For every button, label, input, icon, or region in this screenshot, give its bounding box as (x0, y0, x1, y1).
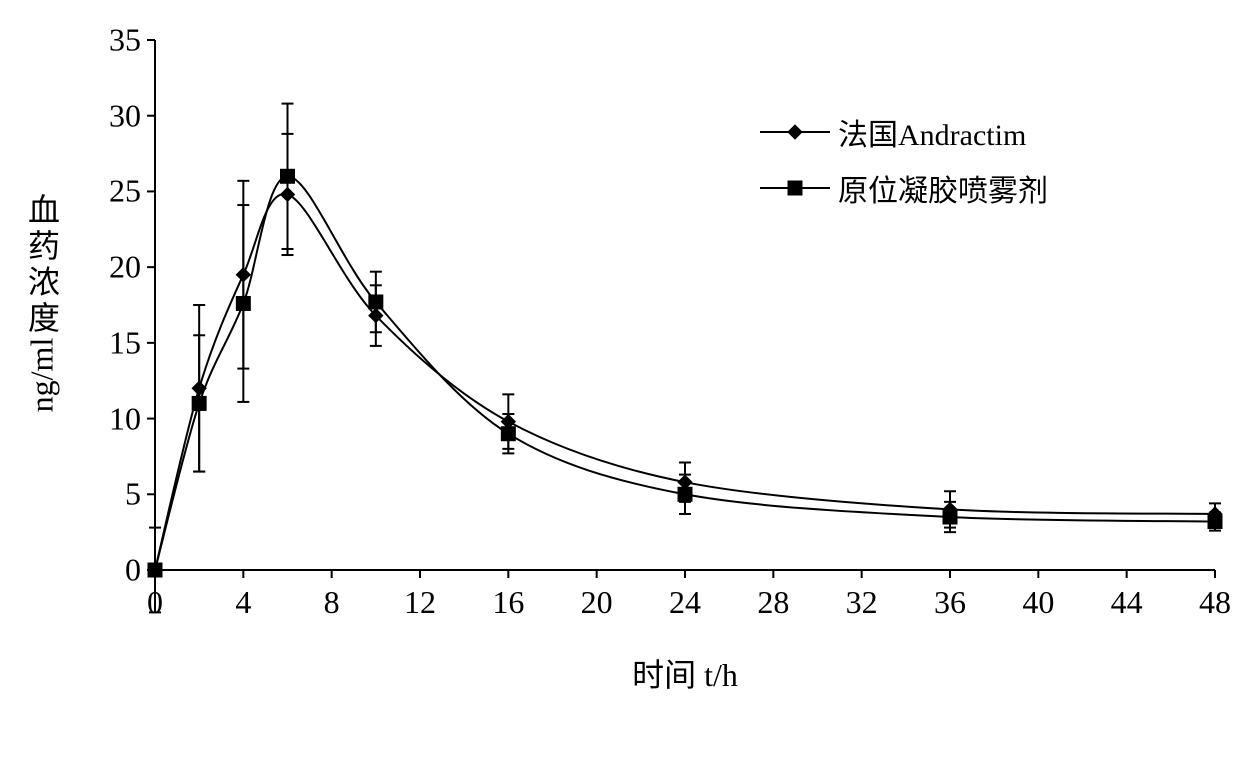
x-tick-label: 48 (1199, 584, 1231, 621)
x-tick-label: 12 (404, 584, 436, 621)
y-axis-label-unit: ng/ml (24, 338, 61, 413)
y-tick-label: 30 (97, 97, 141, 134)
x-tick-label: 28 (757, 584, 789, 621)
x-tick-label: 16 (492, 584, 524, 621)
y-tick-label: 0 (97, 552, 141, 589)
x-tick-label: 36 (934, 584, 966, 621)
chart-svg (0, 0, 1240, 770)
legend: 法国Andractim 原位凝胶喷雾剂 (760, 110, 1048, 222)
legend-label: 原位凝胶喷雾剂 (838, 166, 1048, 210)
y-tick-label: 5 (97, 476, 141, 513)
x-tick-label: 24 (669, 584, 701, 621)
legend-label: 法国Andractim (838, 110, 1026, 154)
pk-chart: 0510152025303504812162024283236404448血药浓… (0, 0, 1240, 770)
legend-marker (760, 178, 830, 198)
y-tick-label: 10 (97, 400, 141, 437)
x-tick-label: 8 (324, 584, 340, 621)
y-tick-label: 35 (97, 22, 141, 59)
x-tick-label: 0 (147, 584, 163, 621)
x-axis-label: 时间 t/h (632, 650, 738, 696)
x-tick-label: 44 (1111, 584, 1143, 621)
y-tick-label: 20 (97, 249, 141, 286)
legend-item: 原位凝胶喷雾剂 (760, 166, 1048, 210)
legend-item: 法国Andractim (760, 110, 1048, 154)
y-tick-label: 25 (97, 173, 141, 210)
y-tick-label: 15 (97, 324, 141, 361)
legend-marker (760, 122, 830, 142)
x-tick-label: 4 (235, 584, 251, 621)
y-axis-label-vertical: 血药浓度 (19, 193, 65, 337)
x-tick-label: 40 (1022, 584, 1054, 621)
x-tick-label: 32 (846, 584, 878, 621)
x-tick-label: 20 (581, 584, 613, 621)
